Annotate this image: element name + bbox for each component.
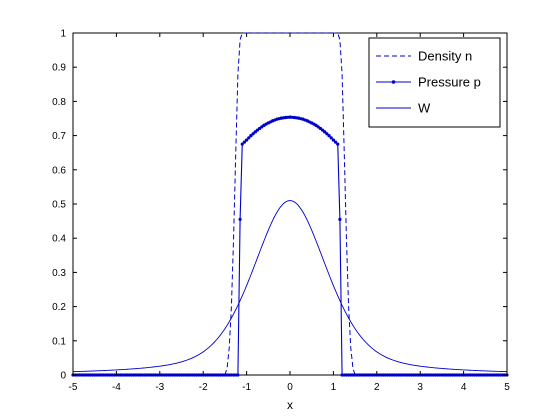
legend-label: W <box>418 101 431 116</box>
pressure-point <box>320 128 325 132</box>
x-tick-label: -3 <box>155 382 164 393</box>
series-density-line <box>73 32 507 376</box>
pressure-point <box>338 217 342 221</box>
x-tick-label: -4 <box>112 382 121 393</box>
legend-items: Density n Pressure p W <box>376 49 481 116</box>
pressure-point <box>333 140 338 144</box>
y-tick-label: 0.4 <box>52 234 66 245</box>
x-axis-label: x <box>287 398 293 412</box>
pressure-point <box>238 217 242 221</box>
pressure-point <box>327 134 331 138</box>
legend-item: Pressure p <box>376 75 481 90</box>
y-tick-label: 0.5 <box>52 200 66 211</box>
x-tick-label: 3 <box>417 382 423 393</box>
x-tick-label: 4 <box>461 382 467 393</box>
legend-label: Density n <box>418 49 472 64</box>
legend: Density n Pressure p W <box>368 37 501 128</box>
pressure-point <box>336 142 340 146</box>
y-tick-label: 0.9 <box>52 63 66 74</box>
y-tick-label: 0 <box>60 371 66 382</box>
pressure-point <box>245 138 249 142</box>
pressure-point <box>253 130 257 134</box>
pressure-point <box>331 138 335 142</box>
pressure-point <box>255 128 260 132</box>
y-tick-label: 0.6 <box>52 165 66 176</box>
ticks-layer: -5 -4 -3 -2 -1 0 1 2 3 4 5 0 0.1 0.2 0.3 0.4 0.5 0.6 0.7 0.… <box>52 29 510 394</box>
pressure-point <box>325 132 329 136</box>
pressure-point <box>318 126 322 131</box>
pressure-point <box>323 130 327 134</box>
x-tick-label: -5 <box>69 382 78 393</box>
y-tick-label: 0.2 <box>52 302 66 313</box>
legend-marker <box>391 80 396 84</box>
legend-item: W <box>376 101 431 116</box>
x-tick-label: -1 <box>242 382 251 393</box>
x-tick-label: 5 <box>504 382 510 393</box>
pressure-point <box>249 134 253 138</box>
y-tick-label: 0.7 <box>52 131 66 142</box>
pressure-point <box>236 373 240 377</box>
series-layer <box>71 32 509 377</box>
x-tick-label: -2 <box>199 382 208 393</box>
legend-label: Pressure p <box>418 75 481 90</box>
x-tick-label: 2 <box>374 382 380 393</box>
pressure-point <box>242 140 247 144</box>
pressure-point <box>251 132 255 136</box>
pressure-point <box>247 136 251 140</box>
series-w-line <box>72 200 508 373</box>
legend-item: Density n <box>376 49 472 64</box>
series-pressure-markers <box>71 115 509 377</box>
y-tick-label: 0.8 <box>52 97 66 108</box>
y-tick-label: 0.3 <box>52 268 66 279</box>
pressure-point <box>329 136 333 140</box>
y-tick-label: 0.1 <box>52 336 66 347</box>
x-tick-label: 1 <box>331 382 337 393</box>
pressure-point <box>240 142 244 146</box>
y-tick-label: 1 <box>60 29 66 40</box>
x-tick-label: 0 <box>287 382 293 393</box>
